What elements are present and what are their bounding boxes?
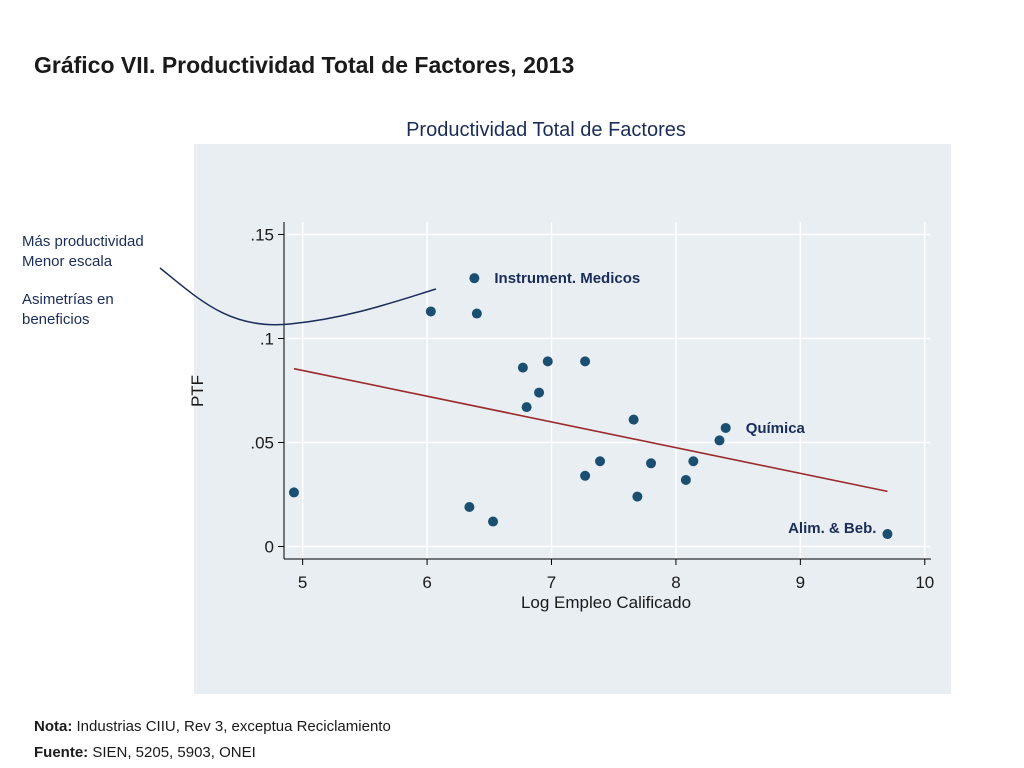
data-point — [488, 516, 499, 527]
annotation-line-benefits: beneficios — [22, 311, 90, 328]
data-point — [714, 435, 725, 446]
fit-line — [293, 367, 888, 493]
annotation-line-scale: Menor escala — [22, 253, 113, 270]
data-point — [542, 356, 553, 367]
plot-area — [284, 222, 931, 559]
y-tick-label: 0 — [265, 538, 274, 557]
data-point — [632, 491, 643, 502]
data-point — [680, 474, 691, 485]
slide-title: Gráfico VII. Productividad Total de Fact… — [34, 52, 575, 78]
point-label: Instrument. Medicos — [494, 270, 640, 287]
data-point — [720, 422, 731, 433]
point-label: Alim. & Beb. — [788, 520, 876, 537]
data-point — [882, 529, 893, 540]
fit-line-group — [293, 367, 888, 493]
data-points — [288, 273, 893, 540]
data-point — [469, 273, 480, 284]
data-point — [646, 458, 657, 469]
source-label: Fuente: — [34, 744, 89, 761]
note-line: Nota: Industrias CIIU, Rev 3, exceptua R… — [34, 718, 391, 735]
source-line: Fuente: SIEN, 5205, 5903, ONEI — [34, 744, 256, 761]
x-tick-label: 5 — [298, 573, 307, 592]
y-tick-label: .1 — [260, 329, 274, 348]
annotation-curve — [159, 267, 437, 326]
data-point — [688, 456, 699, 467]
data-point — [471, 308, 482, 319]
axes: 0 .05 .1 .15 5 6 7 8 9 10 — [250, 222, 934, 592]
data-point — [580, 470, 591, 481]
x-tick-label: 7 — [547, 573, 556, 592]
annotation-asymmetry: Asimetrías en beneficios — [22, 290, 114, 330]
data-point — [521, 402, 532, 413]
annotation-line-productivity: Más productividad — [22, 233, 144, 250]
note-text: Industrias CIIU, Rev 3, exceptua Recicla… — [72, 718, 391, 735]
x-tick-label: 6 — [422, 573, 431, 592]
data-point — [595, 456, 606, 467]
source-text: SIEN, 5205, 5903, ONEI — [88, 744, 256, 761]
y-axis-title: PTF — [188, 375, 207, 407]
point-labels: Instrument. Medicos Química Alim. & Beb. — [494, 270, 876, 537]
annotation-line-asymmetry: Asimetrías en — [22, 291, 114, 308]
data-point — [288, 487, 299, 498]
y-tick-label: .15 — [250, 225, 274, 244]
data-point — [628, 414, 639, 425]
data-point — [580, 356, 591, 367]
data-point — [425, 306, 436, 317]
data-point — [517, 362, 528, 373]
y-tick-label: .05 — [250, 434, 274, 453]
x-axis-title: Log Empleo Calificado — [521, 593, 691, 612]
annotation-scale: Más productividad Menor escala — [22, 232, 144, 272]
data-point — [534, 387, 545, 398]
x-tick-label: 9 — [796, 573, 805, 592]
note-label: Nota: — [34, 718, 73, 735]
point-label: Química — [746, 420, 806, 437]
x-tick-label: 10 — [915, 573, 934, 592]
x-tick-label: 8 — [671, 573, 680, 592]
chart-title: Productividad Total de Factores — [406, 119, 686, 141]
grid-lines — [284, 222, 931, 559]
data-point — [464, 501, 475, 512]
